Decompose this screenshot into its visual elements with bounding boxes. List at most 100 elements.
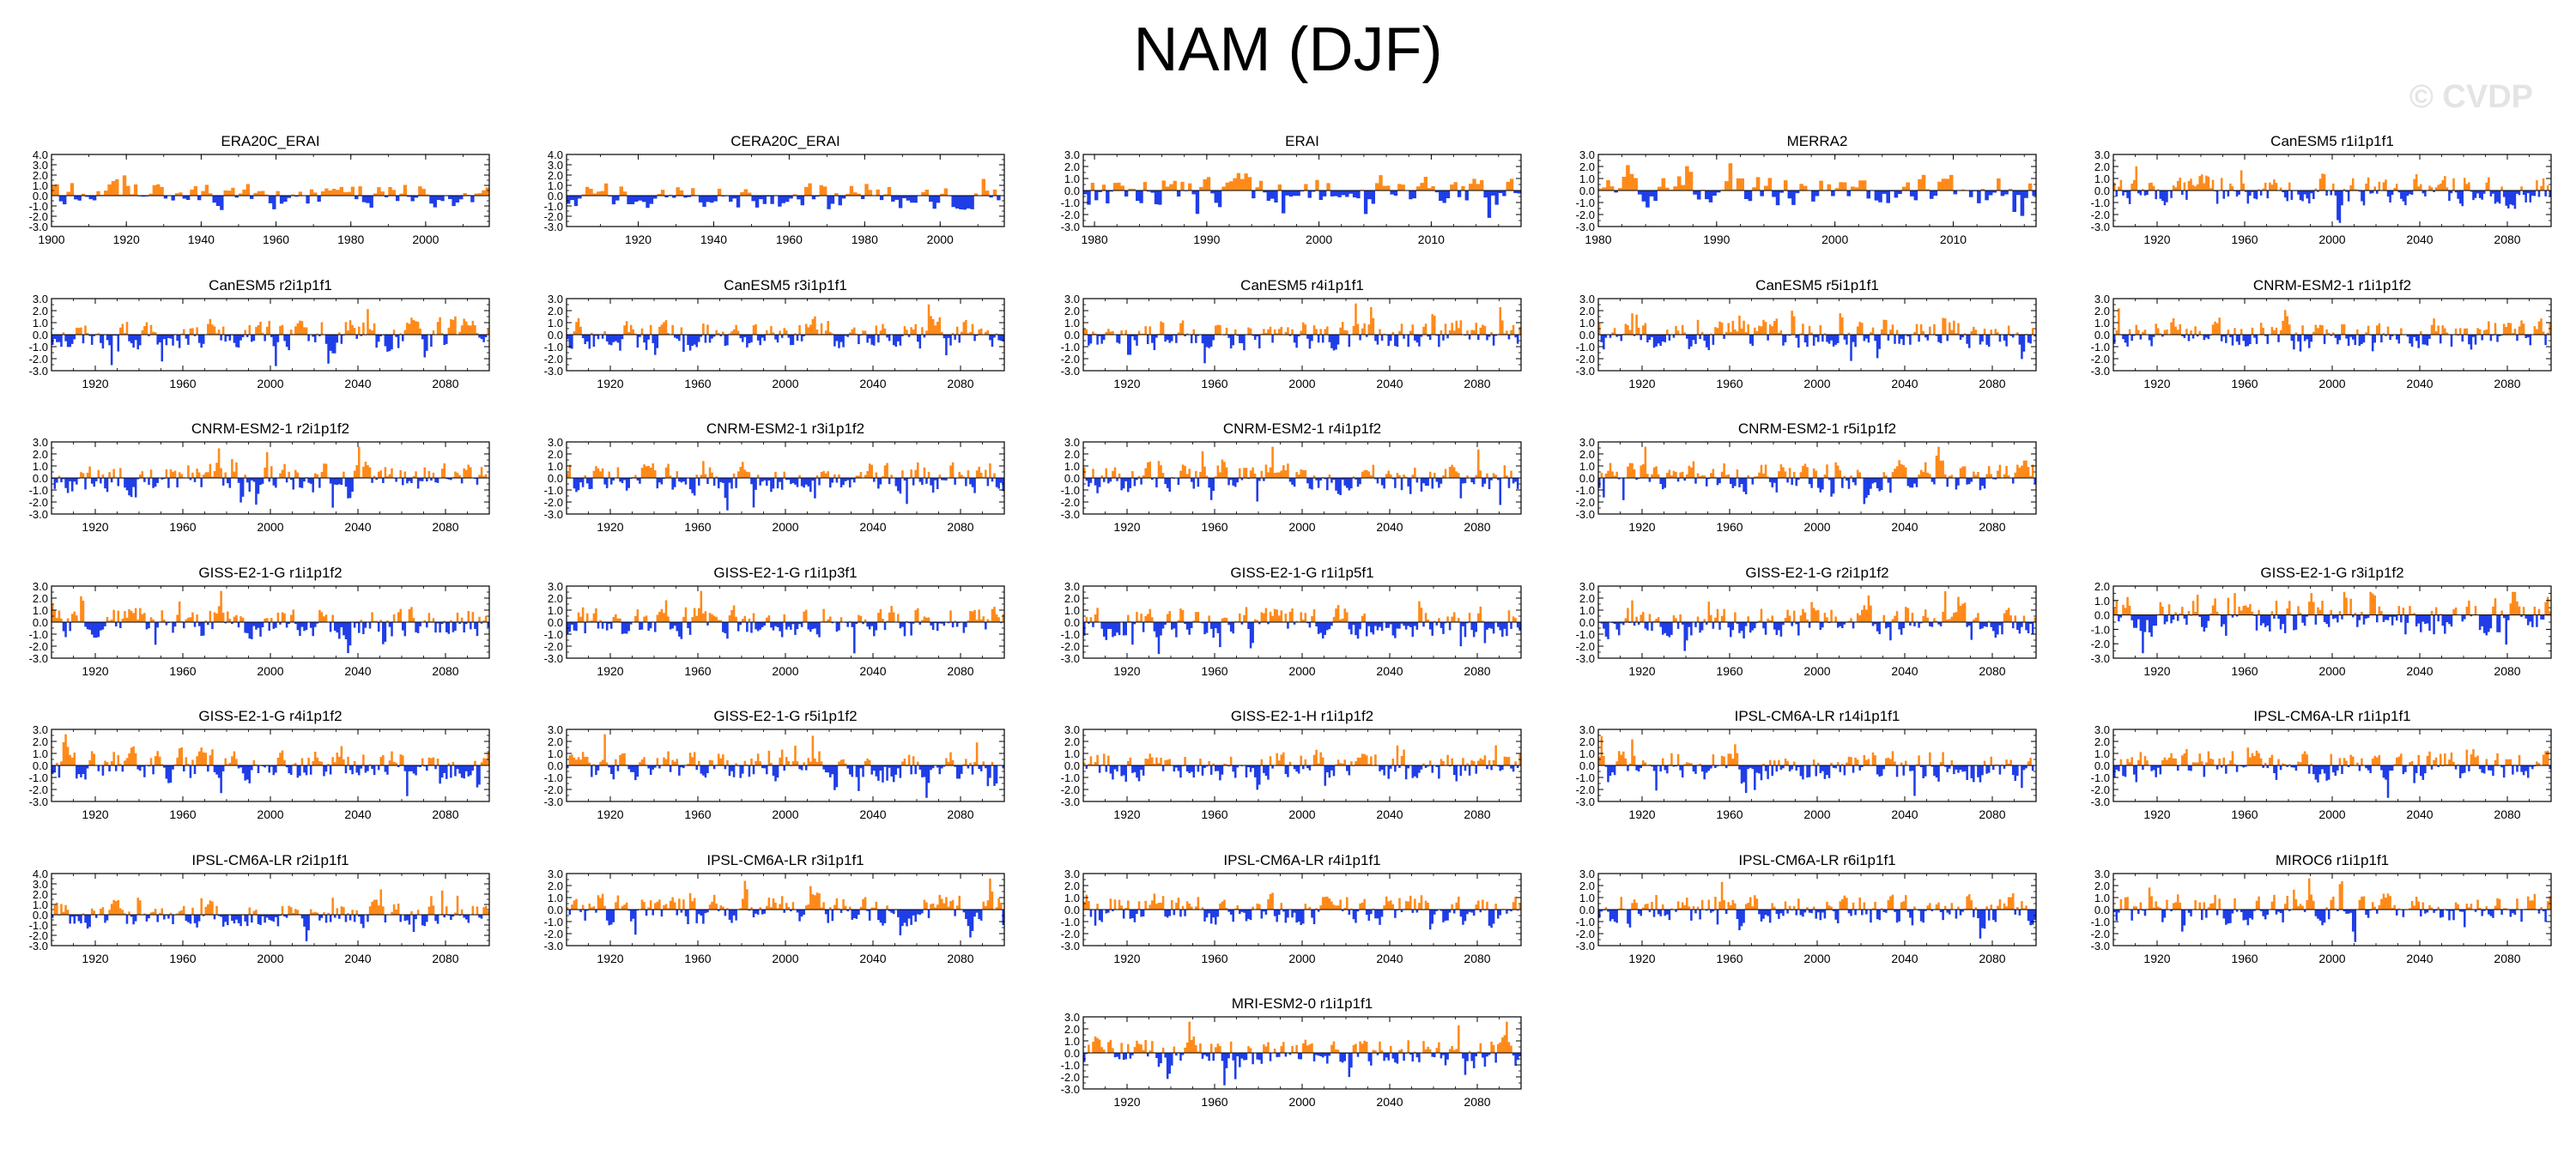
panel-title: GISS-E2-1-G r2i1p1f2 — [1745, 565, 1888, 581]
y-tick-label: -1.0 — [544, 916, 563, 928]
x-tick-label: 2080 — [1979, 664, 2005, 678]
y-tick-label: 1.0 — [1064, 892, 1080, 904]
x-tick-label: 1920 — [1113, 377, 1140, 390]
x-tick-label: 2000 — [1288, 377, 1315, 390]
positive-area — [1598, 163, 2033, 190]
x-tick-label: 1960 — [684, 807, 711, 821]
page-title: NAM (DJF) — [1133, 15, 1443, 84]
y-tick-label: -2.0 — [1061, 783, 1080, 796]
x-tick-label: 1960 — [1716, 952, 1743, 965]
y-tick-label: -1.0 — [1061, 1059, 1080, 1072]
y-tick-label: 3.0 — [1579, 723, 1595, 736]
x-tick-label: 1900 — [38, 233, 64, 246]
y-tick-label: -3.0 — [1576, 652, 1595, 665]
y-tick-label: -3.0 — [2091, 221, 2110, 233]
x-tick-label: 1920 — [1628, 377, 1655, 390]
x-tick-label: 1920 — [1113, 1095, 1140, 1109]
negative-area — [573, 478, 1004, 511]
y-tick-label: -3.0 — [1061, 1083, 1080, 1096]
positive-area — [1088, 1021, 1512, 1053]
x-tick-label: 2040 — [1376, 952, 1403, 965]
x-tick-label: 2000 — [1803, 807, 1830, 821]
y-tick-label: 3.0 — [548, 723, 563, 736]
x-tick-label: 2000 — [412, 233, 439, 246]
y-tick-label: 0.0 — [33, 190, 48, 203]
y-tick-label: -3.0 — [544, 365, 563, 378]
negative-area — [62, 622, 489, 654]
chart-panel: ERAI -3.0-2.0-1.00.01.02.03.0 1980 1990 2000… — [1061, 133, 1522, 246]
x-tick-label: 1960 — [1201, 807, 1227, 821]
y-tick-label: 3.0 — [1579, 436, 1595, 449]
x-tick-label: 2080 — [1979, 377, 2005, 390]
x-tick-label: 2080 — [947, 807, 973, 821]
x-tick-label: 1960 — [263, 233, 289, 246]
y-tick-label: 0.0 — [2094, 329, 2110, 342]
x-tick-label: 2080 — [432, 952, 458, 965]
chart-panel: MERRA2 -3.0-2.0-1.00.01.02.03.0 1980 1990 20… — [1576, 133, 2037, 246]
panel-title: IPSL-CM6A-LR r3i1p1f1 — [706, 852, 864, 868]
negative-area — [52, 915, 483, 941]
y-tick-label: -2.0 — [29, 210, 48, 223]
negative-area — [1085, 478, 1519, 505]
positive-area — [62, 309, 489, 335]
y-tick-label: 2.0 — [33, 592, 48, 605]
x-tick-label: 2080 — [947, 520, 973, 534]
x-tick-label: 2040 — [344, 520, 371, 534]
positive-area — [56, 734, 489, 765]
x-tick-label: 2010 — [1418, 233, 1445, 246]
y-tick-label: -2.0 — [29, 783, 48, 796]
y-tick-label: -3.0 — [544, 940, 563, 952]
x-tick-label: 1960 — [169, 377, 196, 390]
x-tick-label: 1960 — [1201, 377, 1227, 390]
y-tick-label: -1.0 — [1576, 628, 1595, 641]
y-tick-label: 0.0 — [1064, 616, 1080, 629]
x-tick-label: 2080 — [947, 377, 973, 390]
panel-title: CNRM-ESM2-1 r2i1p1f2 — [191, 420, 349, 437]
x-tick-label: 1920 — [1628, 952, 1655, 965]
x-tick-label: 1920 — [1113, 664, 1140, 678]
y-tick-label: 3.0 — [33, 293, 48, 305]
y-tick-label: 3.0 — [1064, 723, 1080, 736]
y-tick-label: 3.0 — [1579, 293, 1595, 305]
y-tick-label: -2.0 — [29, 496, 48, 509]
x-tick-label: 2080 — [1464, 952, 1490, 965]
positive-area — [573, 304, 998, 335]
y-tick-label: -3.0 — [2091, 795, 2110, 808]
chart-panel: GISS-E2-1-G r2i1p1f2 -3.0-2.0-1.00.01.02.… — [1576, 565, 2037, 678]
y-tick-label: 3.0 — [1064, 436, 1080, 449]
panel-title: GISS-E2-1-G r5i1p1f2 — [713, 708, 857, 724]
y-tick-label: -2.0 — [1576, 783, 1595, 796]
x-tick-label: 2000 — [2318, 807, 2345, 821]
negative-area — [567, 335, 1004, 356]
y-tick-label: -1.0 — [1061, 484, 1080, 497]
positive-area — [1083, 446, 1521, 478]
y-tick-label: 1.0 — [1064, 1035, 1080, 1048]
x-tick-label: 1960 — [1716, 807, 1743, 821]
negative-area — [2113, 335, 2547, 352]
y-tick-label: 3.0 — [1579, 580, 1595, 593]
positive-area — [567, 461, 996, 478]
chart-panel: GISS-E2-1-G r4i1p1f2 -3.0-2.0-1.00.01.02.… — [29, 708, 490, 821]
y-tick-label: 1.0 — [548, 892, 563, 904]
x-tick-label: 1920 — [597, 807, 623, 821]
y-tick-label: 2.0 — [2094, 580, 2110, 593]
y-tick-label: -2.0 — [1576, 496, 1595, 509]
y-tick-label: -3.0 — [1061, 508, 1080, 521]
positive-area — [2113, 591, 2551, 615]
y-tick-label: -2.0 — [29, 353, 48, 366]
x-tick-label: 1960 — [1201, 664, 1227, 678]
y-tick-label: -2.0 — [544, 928, 563, 940]
y-tick-label: 3.0 — [2094, 868, 2110, 880]
y-tick-label: 2.0 — [1064, 305, 1080, 317]
chart-panel: CanESM5 r2i1p1f1 -3.0-2.0-1.00.01.02.03.0… — [29, 277, 490, 390]
x-tick-label: 2000 — [2318, 664, 2345, 678]
y-tick-label: -1.0 — [29, 628, 48, 641]
x-tick-label: 2000 — [1288, 664, 1315, 678]
negative-area — [52, 765, 481, 796]
x-tick-label: 1960 — [684, 664, 711, 678]
negative-area — [58, 196, 475, 210]
y-tick-label: -2.0 — [1576, 353, 1595, 366]
x-tick-label: 2080 — [2494, 664, 2520, 678]
x-tick-label: 2040 — [344, 807, 371, 821]
